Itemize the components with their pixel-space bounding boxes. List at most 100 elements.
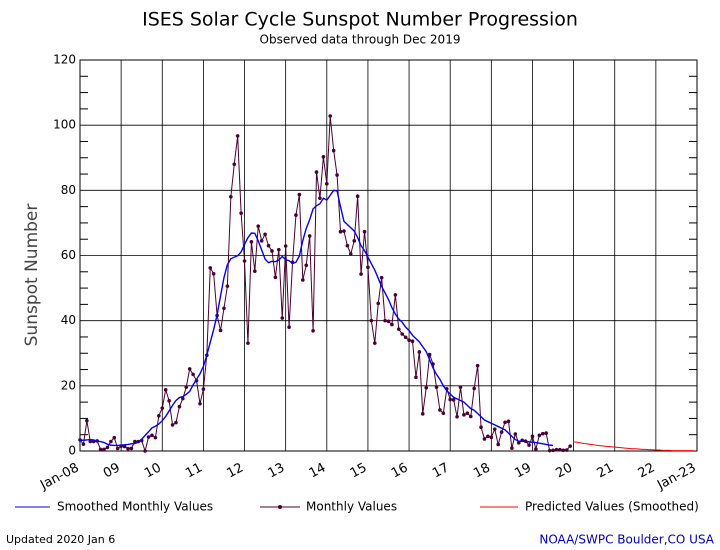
data-point: [414, 375, 418, 380]
data-point: [465, 411, 470, 416]
data-point: [235, 134, 240, 138]
data-point: [146, 435, 151, 439]
y-tick-label: 60: [61, 248, 76, 262]
data-point: [297, 192, 302, 197]
data-point: [287, 325, 291, 329]
data-point: [362, 229, 367, 234]
data-point: [568, 444, 572, 448]
data-point: [407, 338, 411, 343]
y-axis-label: Sunspot Number: [22, 204, 42, 347]
y-tick-label: 80: [61, 183, 76, 197]
legend-label: Smoothed Monthly Values: [57, 500, 213, 514]
footer-credit: NOAA/SWPC Boulder,CO USA: [539, 533, 714, 547]
data-point: [229, 195, 233, 199]
data-point: [379, 275, 384, 280]
data-point: [246, 341, 250, 345]
data-point: [492, 427, 497, 431]
data-point: [211, 271, 216, 276]
data-point: [253, 269, 257, 273]
data-point: [198, 401, 202, 406]
data-point: [386, 319, 391, 324]
chart-title: ISES Solar Cycle Sunspot Number Progress…: [142, 9, 578, 31]
data-point: [558, 447, 562, 452]
data-point: [420, 412, 425, 416]
data-point: [222, 306, 226, 311]
data-point: [225, 284, 230, 288]
data-point: [499, 430, 504, 434]
data-point: [115, 446, 120, 451]
data-point: [105, 445, 110, 450]
x-tick-label: 13: [266, 460, 288, 481]
data-point: [475, 363, 480, 368]
data-point: [218, 328, 223, 333]
data-point: [486, 434, 490, 439]
data-point: [283, 244, 288, 248]
data-point: [544, 431, 548, 435]
series-line: [79, 115, 571, 453]
series-line: [80, 189, 554, 447]
x-tick-label: 14: [307, 460, 329, 481]
data-point: [325, 182, 329, 186]
data-point: [534, 447, 538, 451]
data-point: [383, 318, 387, 323]
data-point: [187, 367, 192, 371]
data-point: [242, 259, 247, 263]
series-line: [573, 441, 694, 452]
data-point: [530, 434, 535, 439]
data-point: [434, 385, 439, 389]
data-point: [496, 442, 501, 447]
data-point: [348, 252, 353, 256]
data-point: [393, 293, 398, 297]
data-point: [359, 272, 363, 276]
data-point: [328, 114, 333, 118]
data-point: [98, 447, 103, 452]
data-point: [472, 386, 476, 391]
x-tick-label: 09: [101, 460, 123, 481]
data-point: [191, 372, 195, 377]
x-tick-label: 10: [142, 460, 164, 481]
x-tick-label: 19: [512, 460, 534, 481]
data-point: [451, 398, 456, 402]
data-point: [462, 413, 466, 417]
data-point: [181, 396, 185, 401]
data-point: [157, 414, 161, 418]
data-point: [81, 442, 86, 446]
x-tick-label: 15: [348, 460, 370, 481]
x-tick-label: 20: [553, 460, 575, 481]
data-point: [129, 446, 134, 451]
data-point: [150, 433, 154, 438]
data-point: [232, 162, 237, 167]
x-tick-label: 17: [430, 460, 452, 481]
data-point: [314, 170, 319, 174]
data-point: [537, 433, 542, 438]
data-point: [85, 418, 89, 423]
data-point: [513, 432, 518, 436]
x-tick-label: 16: [389, 460, 411, 481]
y-tick-label: 40: [61, 313, 76, 327]
x-tick-label: 11: [183, 460, 205, 481]
data-point: [294, 213, 298, 217]
footer-updated: Updated 2020 Jan 6: [6, 533, 115, 546]
data-point: [143, 449, 147, 453]
data-point: [259, 239, 264, 243]
data-point: [342, 229, 346, 233]
data-point: [427, 352, 432, 357]
data-point: [400, 332, 404, 336]
data-point: [510, 446, 514, 450]
data-point: [376, 301, 381, 306]
x-tick-label: 21: [595, 460, 617, 481]
data-point: [321, 154, 326, 159]
data-point: [331, 148, 336, 153]
data-point: [174, 420, 178, 425]
y-tick-label: 120: [53, 53, 76, 67]
x-tick-label: Jan-23: [654, 460, 698, 493]
data-point: [318, 196, 322, 200]
data-point: [355, 194, 360, 198]
data-point: [170, 423, 175, 427]
legend-label: Predicted Values (Smoothed): [525, 500, 699, 514]
x-tick-label: 18: [471, 460, 493, 481]
data-point: [109, 439, 113, 444]
data-point: [184, 385, 189, 389]
data-point: [468, 414, 473, 419]
